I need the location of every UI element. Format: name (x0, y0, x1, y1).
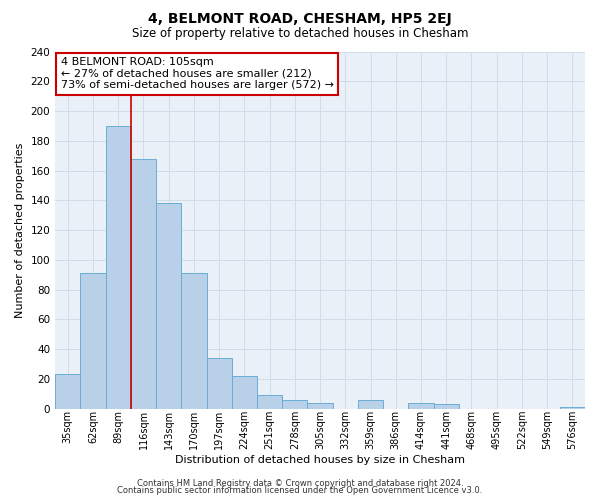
Bar (156, 203, 181, 408)
Bar (409, 402, 434, 408)
Y-axis label: Number of detached properties: Number of detached properties (15, 142, 25, 318)
Text: 4, BELMONT ROAD, CHESHAM, HP5 2EJ: 4, BELMONT ROAD, CHESHAM, HP5 2EJ (148, 12, 452, 26)
Bar (282, 400, 307, 408)
Bar (106, 126, 131, 408)
Text: Size of property relative to detached houses in Chesham: Size of property relative to detached ho… (132, 28, 468, 40)
Bar (181, 273, 206, 408)
Bar (232, 376, 257, 408)
Bar (206, 358, 232, 408)
Text: Contains public sector information licensed under the Open Government Licence v3: Contains public sector information licen… (118, 486, 482, 495)
Bar (257, 395, 282, 408)
Bar (358, 400, 383, 408)
X-axis label: Distribution of detached houses by size in Chesham: Distribution of detached houses by size … (175, 455, 465, 465)
Bar (131, 158, 156, 408)
Bar (434, 404, 459, 408)
Text: Contains HM Land Registry data © Crown copyright and database right 2024.: Contains HM Land Registry data © Crown c… (137, 478, 463, 488)
Text: 4 BELMONT ROAD: 105sqm
← 27% of detached houses are smaller (212)
73% of semi-de: 4 BELMONT ROAD: 105sqm ← 27% of detached… (61, 57, 334, 90)
Bar (55, 374, 80, 408)
Bar (307, 402, 332, 408)
Bar (80, 273, 106, 408)
Bar (560, 407, 585, 408)
